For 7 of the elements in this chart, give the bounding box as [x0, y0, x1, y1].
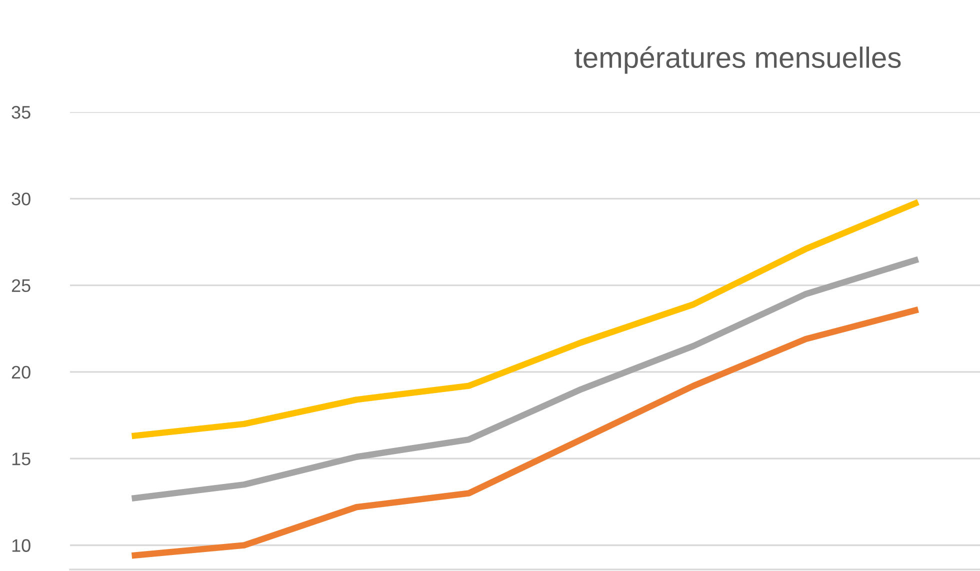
- y-tick-label: 30: [12, 192, 30, 206]
- chart-title: températures mensuelles: [574, 46, 901, 74]
- y-tick-label: 35: [12, 106, 30, 119]
- y-tick-label: 15: [12, 452, 30, 466]
- y-tick-label: 25: [12, 279, 30, 292]
- y-tick-label: 10: [12, 539, 30, 552]
- y-tick-label: 20: [12, 366, 30, 379]
